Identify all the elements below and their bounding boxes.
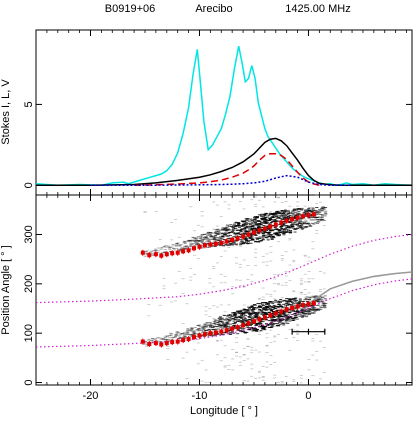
pa-dotted-curve-0: [35, 278, 413, 348]
pa-point: [224, 328, 229, 333]
pa-point: [230, 237, 235, 242]
pa-point: [257, 317, 262, 322]
pa-point: [164, 252, 169, 257]
pa-y-tick-label: 200: [23, 275, 35, 293]
pa-point: [192, 246, 196, 251]
pa-frame: [35, 194, 413, 386]
pa-point: [284, 218, 289, 223]
pa-point: [273, 311, 278, 316]
pa-point: [192, 335, 196, 340]
pa-point: [164, 341, 169, 346]
stokes-l-line: [35, 46, 413, 187]
pa-point: [202, 243, 207, 248]
header-telescope: Arecibo: [195, 3, 232, 15]
pa-point: [213, 330, 218, 335]
pa-point: [306, 302, 311, 307]
pa-y-axis-label: Position Angle [ ° ]: [0, 245, 12, 334]
pa-point: [262, 226, 267, 231]
pa-point: [311, 301, 316, 306]
pa-x-tick-label: 0: [305, 390, 311, 402]
pa-x-tick-label: -20: [83, 390, 99, 402]
pa-point: [153, 252, 158, 257]
pa-point: [159, 253, 164, 258]
pa-point: [170, 251, 175, 256]
pa-point: [241, 323, 246, 328]
pa-point: [230, 326, 235, 331]
profile-y-tick-label: 0: [23, 182, 35, 188]
pa-point: [306, 213, 311, 218]
pa-point: [175, 339, 180, 344]
pa-point: [268, 224, 273, 229]
pa-point: [170, 340, 175, 345]
pa-point: [268, 313, 273, 318]
pa-point: [147, 253, 152, 258]
stokes-v-line: [134, 153, 320, 187]
header-frequency: 1425.00 MHz: [285, 3, 350, 15]
header-pulsar: B0919+06: [105, 3, 155, 15]
pa-y-tick-label: 0: [23, 379, 35, 385]
pa-point: [186, 337, 191, 342]
pa-point: [311, 212, 316, 217]
pa-point: [140, 250, 145, 255]
pa-point: [235, 325, 240, 330]
pa-point: [295, 304, 300, 309]
stokes-v2-line: [90, 174, 353, 187]
pa-point: [197, 244, 202, 249]
profile-y-tick-label: 5: [23, 101, 35, 107]
pa-point: [279, 220, 284, 225]
profile-y-axis-label: Stokes I, L, V: [0, 79, 12, 145]
pa-y-tick-label: 300: [23, 225, 35, 243]
pa-point: [290, 217, 295, 222]
pa-point: [252, 230, 256, 235]
pa-point: [153, 341, 158, 346]
pa-point: [147, 342, 152, 346]
pa-point: [273, 222, 278, 227]
pa-point: [208, 242, 213, 247]
pa-point: [246, 321, 251, 326]
pa-point: [219, 329, 224, 334]
pa-point: [197, 333, 202, 338]
pa-y-tick-label: 100: [23, 324, 35, 342]
pa-fit-curve: [308, 271, 413, 305]
pa-dotted-curve-1: [35, 233, 413, 304]
pa-point: [262, 315, 267, 320]
pa-point: [181, 338, 186, 343]
stokes-i-line: [36, 137, 412, 187]
pa-point: [252, 319, 256, 324]
pa-point: [290, 306, 295, 310]
pa-point: [213, 241, 218, 246]
pa-point: [235, 236, 240, 241]
pa-point: [301, 303, 305, 308]
pa-point: [279, 309, 284, 314]
pa-point: [284, 307, 289, 312]
pa-point: [301, 214, 305, 219]
pa-point: [186, 248, 191, 253]
pa-point: [175, 250, 180, 255]
pa-point: [241, 234, 246, 239]
pa-point: [140, 339, 145, 344]
pa-point: [219, 240, 224, 245]
pa-point: [159, 342, 164, 347]
pa-panel: Position Angle [ ° ] Longitude [ ° ] -20…: [0, 194, 413, 417]
profile-panel: Stokes I, L, V 0 5: [0, 29, 413, 196]
pa-x-tick-label: -10: [192, 390, 208, 402]
pa-point: [295, 215, 300, 220]
pa-point: [208, 331, 213, 336]
pa-point: [246, 232, 251, 237]
x-axis-label: Longitude [ ° ]: [190, 405, 258, 417]
pa-point: [224, 239, 229, 244]
pa-point: [202, 332, 207, 337]
pa-point: [257, 228, 262, 233]
pa-point: [181, 249, 186, 254]
